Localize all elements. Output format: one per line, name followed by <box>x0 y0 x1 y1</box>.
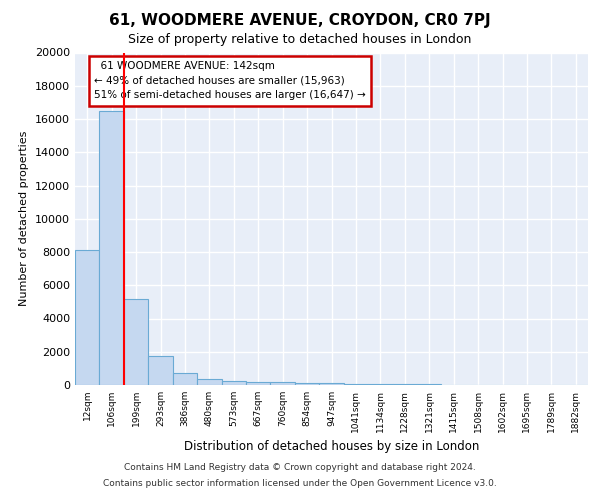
Bar <box>392 384 417 385</box>
Text: Contains public sector information licensed under the Open Government Licence v3: Contains public sector information licen… <box>103 478 497 488</box>
Bar <box>295 382 319 385</box>
Bar <box>344 384 368 385</box>
Bar <box>368 384 392 385</box>
X-axis label: Distribution of detached houses by size in London: Distribution of detached houses by size … <box>184 440 479 454</box>
Text: Size of property relative to detached houses in London: Size of property relative to detached ho… <box>128 32 472 46</box>
Text: 61 WOODMERE AVENUE: 142sqm
← 49% of detached houses are smaller (15,963)
51% of : 61 WOODMERE AVENUE: 142sqm ← 49% of deta… <box>94 61 366 100</box>
Y-axis label: Number of detached properties: Number of detached properties <box>19 131 29 306</box>
Bar <box>197 379 221 385</box>
Text: 61, WOODMERE AVENUE, CROYDON, CR0 7PJ: 61, WOODMERE AVENUE, CROYDON, CR0 7PJ <box>109 12 491 28</box>
Bar <box>246 382 271 385</box>
Bar <box>271 382 295 385</box>
Bar <box>75 250 100 385</box>
Bar <box>173 372 197 385</box>
Bar <box>148 356 173 385</box>
Text: Contains HM Land Registry data © Crown copyright and database right 2024.: Contains HM Land Registry data © Crown c… <box>124 464 476 472</box>
Bar <box>319 384 344 385</box>
Bar <box>221 381 246 385</box>
Bar <box>124 298 148 385</box>
Bar <box>100 110 124 385</box>
Bar <box>417 384 442 385</box>
